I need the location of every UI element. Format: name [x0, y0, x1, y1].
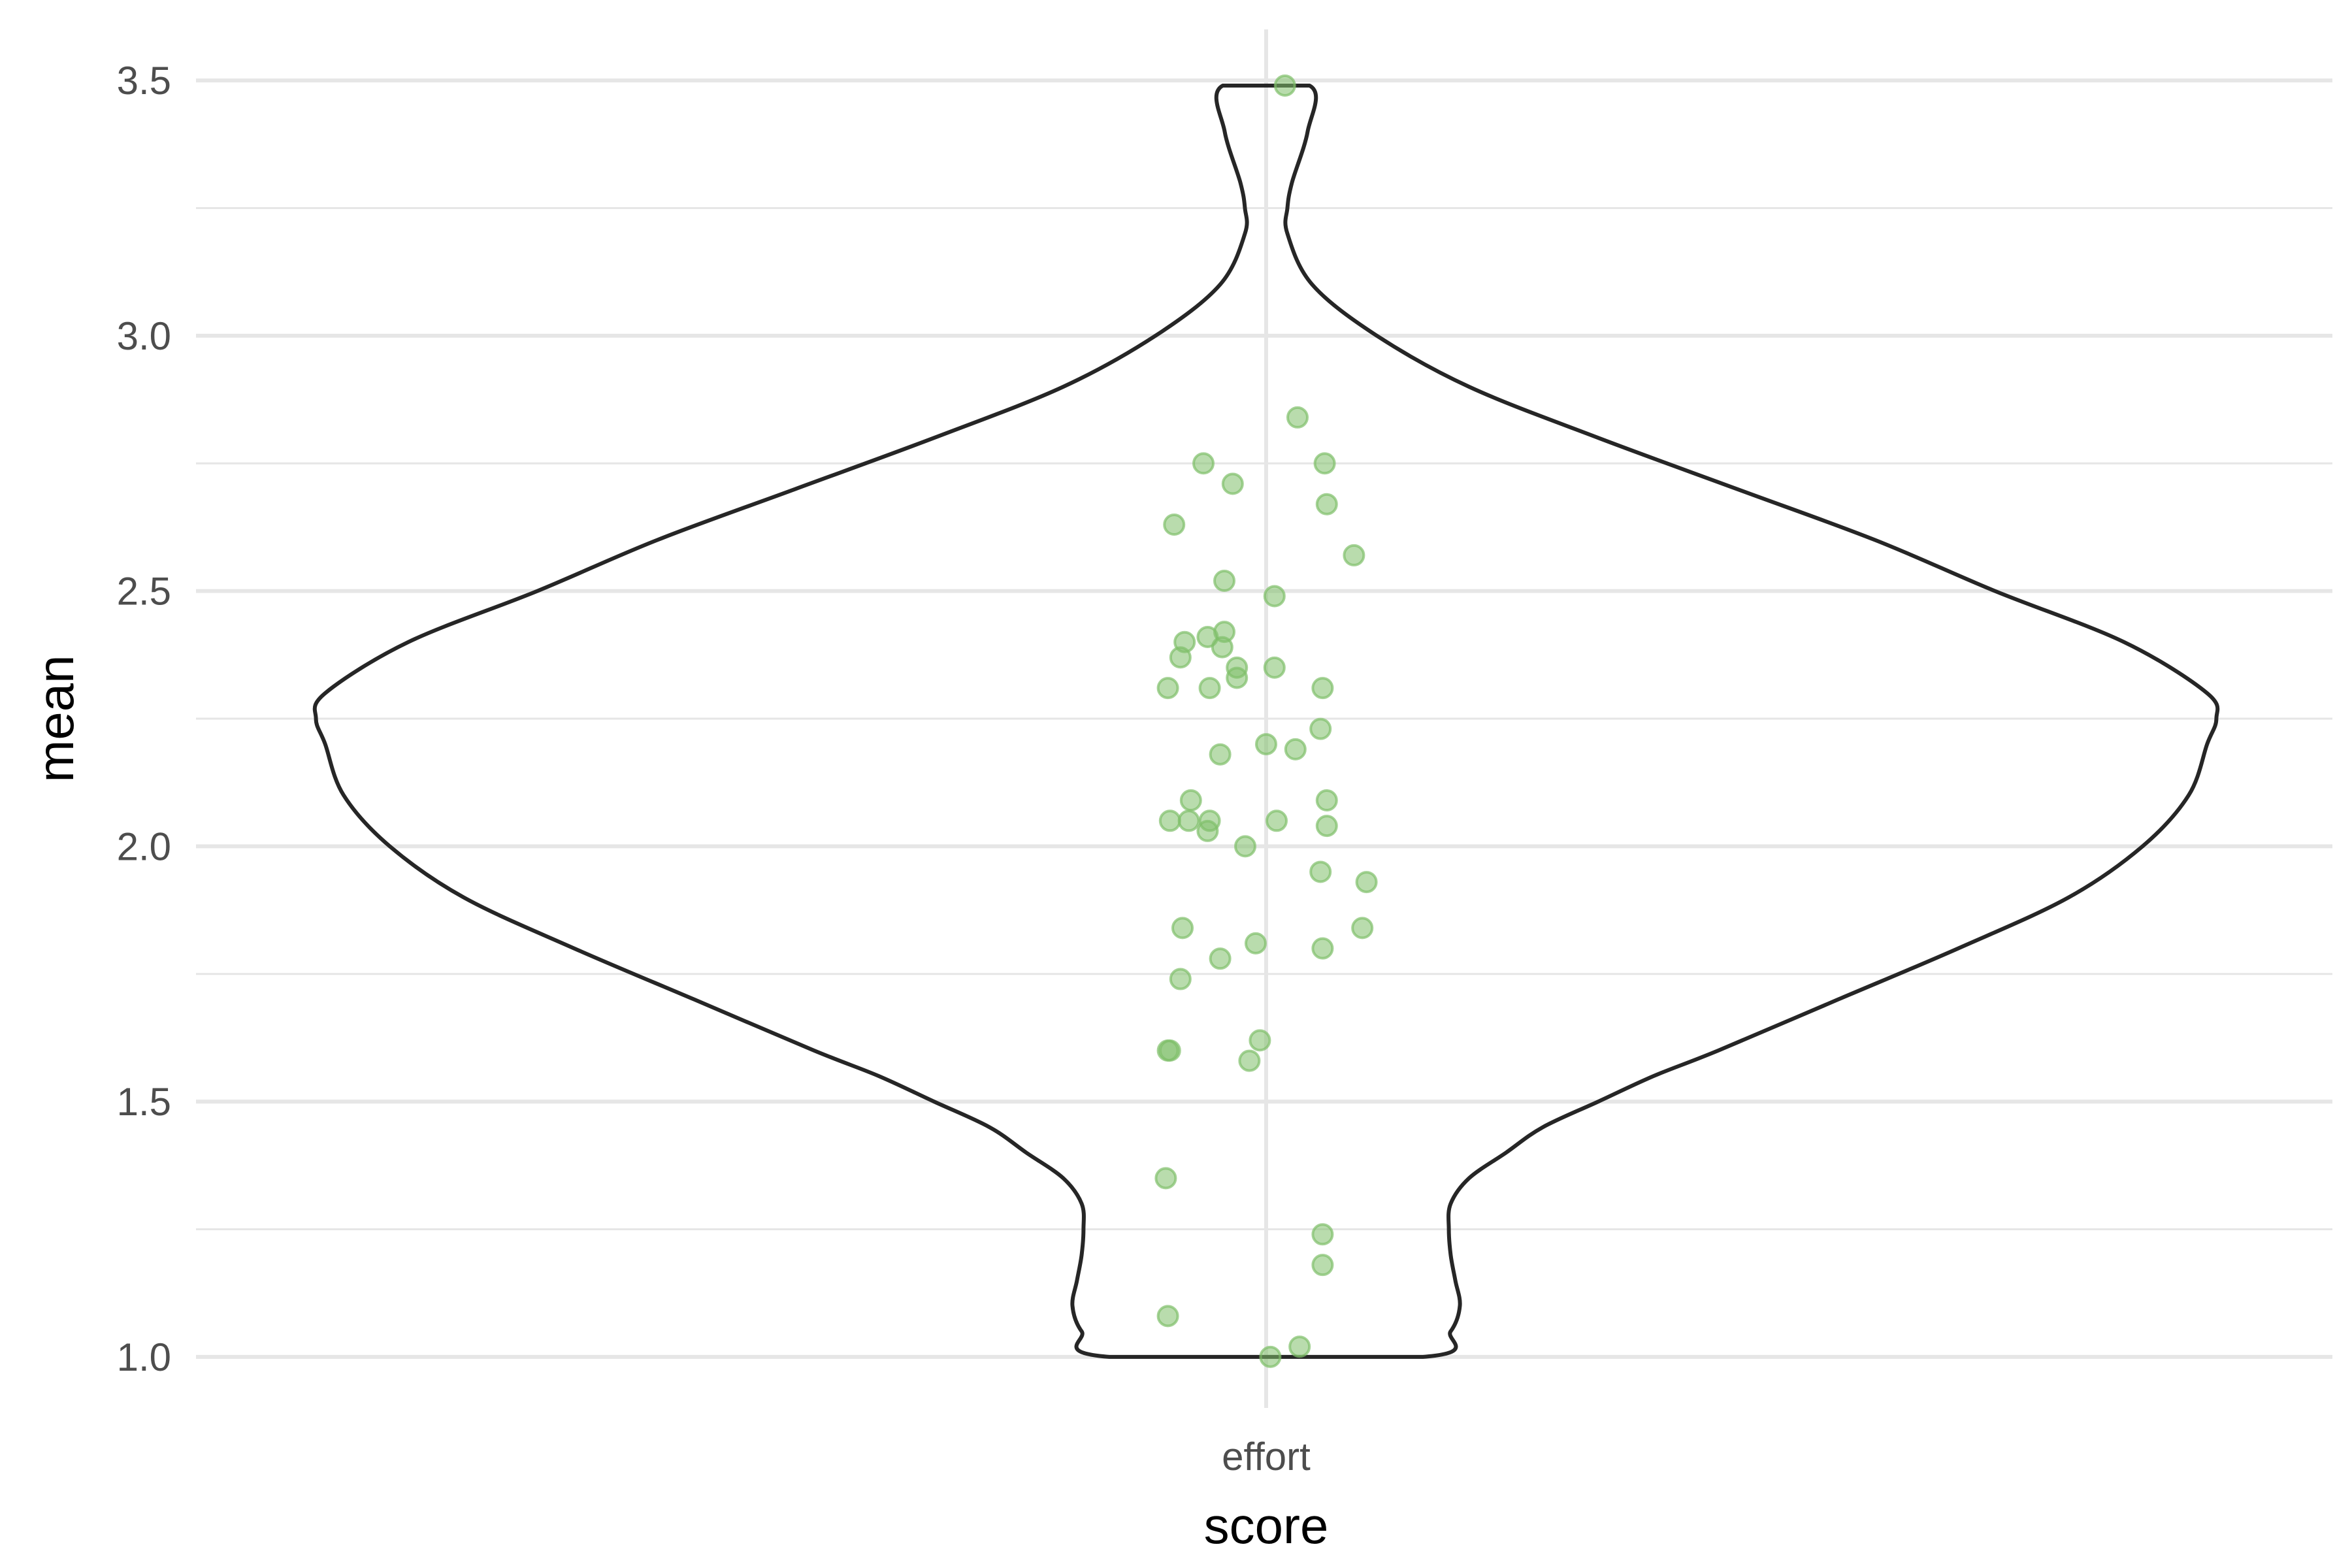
data-point [1234, 835, 1256, 858]
data-point [1158, 809, 1181, 832]
data-point [1209, 743, 1232, 766]
data-point [1238, 1049, 1261, 1072]
data-point [1263, 585, 1286, 608]
data-point [1177, 809, 1200, 832]
data-point [1221, 472, 1244, 495]
x-tick-label: effort [1222, 1435, 1311, 1478]
y-tick-label: 2.5 [117, 570, 171, 613]
data-point [1255, 733, 1277, 756]
data-point [1226, 666, 1249, 689]
violin-outline [312, 84, 2220, 1359]
data-point [1192, 452, 1215, 475]
data-point [1158, 1039, 1181, 1062]
violin-layer [312, 84, 2220, 1359]
x-axis-tick-labels: effort [1222, 1435, 1311, 1478]
data-point [1309, 860, 1332, 883]
data-point [1169, 646, 1192, 669]
data-point [1311, 1223, 1334, 1246]
data-point [1266, 809, 1288, 832]
data-point [1315, 493, 1338, 515]
data-point [1343, 544, 1365, 566]
data-point [1273, 74, 1296, 97]
data-point [1209, 947, 1232, 970]
data-point [1179, 789, 1202, 812]
data-point [1169, 968, 1192, 990]
data-point [1163, 514, 1186, 536]
data-point [1263, 656, 1286, 679]
data-point [1351, 917, 1374, 939]
data-point [1249, 1029, 1271, 1052]
data-point [1309, 717, 1332, 740]
data-point [1315, 815, 1338, 838]
y-axis-title: mean [27, 655, 84, 782]
y-axis-tick-labels: 1.0 1.5 2.0 2.5 3.0 3.5 [117, 59, 171, 1379]
y-tick-label: 3.5 [117, 59, 171, 103]
data-point [1171, 917, 1194, 939]
y-tick-label: 3.0 [117, 314, 171, 358]
data-point [1284, 738, 1307, 760]
data-point [1311, 937, 1334, 960]
data-point [1259, 1345, 1282, 1368]
y-tick-label: 1.0 [117, 1335, 171, 1379]
data-point [1286, 406, 1309, 429]
data-point [1355, 871, 1378, 894]
data-point [1198, 677, 1221, 700]
data-point [1196, 819, 1219, 842]
data-point [1156, 1305, 1179, 1328]
x-axis-title: score [1204, 1497, 1329, 1554]
data-point [1288, 1335, 1311, 1358]
data-point [1211, 636, 1233, 659]
data-point [1154, 1167, 1177, 1190]
data-point [1311, 1254, 1334, 1277]
y-tick-label: 2.0 [117, 825, 171, 868]
data-point [1311, 677, 1334, 700]
data-point [1245, 932, 1267, 955]
data-point [1213, 570, 1235, 592]
data-point [1315, 789, 1338, 812]
y-tick-label: 1.5 [117, 1080, 171, 1124]
data-point [1313, 452, 1336, 475]
data-point [1156, 677, 1179, 700]
jitter-points-layer [1154, 74, 1378, 1368]
